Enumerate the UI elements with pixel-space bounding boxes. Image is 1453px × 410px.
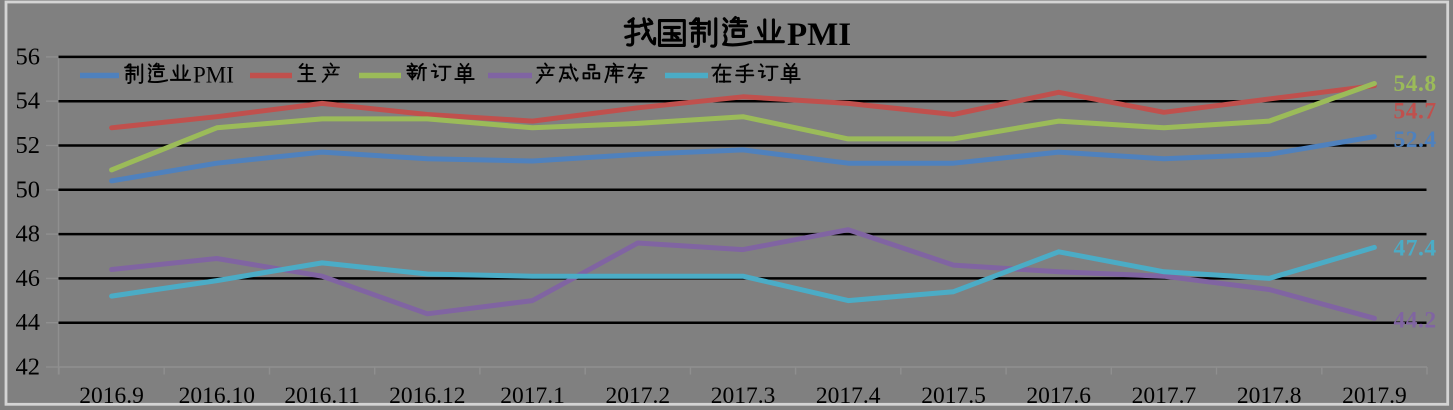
svg-text:2017.3: 2017.3 (711, 383, 776, 409)
svg-text:2016.10: 2016.10 (179, 383, 255, 409)
svg-text:PMI: PMI (787, 17, 851, 53)
svg-text:2017.7: 2017.7 (1132, 383, 1197, 409)
svg-text:47.4: 47.4 (1393, 236, 1436, 262)
svg-text:2017.2: 2017.2 (605, 383, 670, 409)
svg-text:56: 56 (16, 43, 41, 70)
svg-text:44.2: 44.2 (1393, 308, 1436, 334)
svg-text:54.7: 54.7 (1393, 98, 1436, 124)
svg-text:PMI: PMI (193, 63, 234, 88)
svg-text:46: 46 (16, 265, 41, 292)
svg-text:2016.9: 2016.9 (79, 383, 144, 409)
svg-text:2016.12: 2016.12 (389, 383, 465, 409)
svg-text:2017.4: 2017.4 (816, 383, 881, 409)
svg-text:2017.9: 2017.9 (1342, 383, 1407, 409)
svg-text:2017.5: 2017.5 (921, 383, 986, 409)
svg-text:42: 42 (16, 354, 41, 381)
svg-text:50: 50 (16, 176, 41, 203)
svg-text:52: 52 (16, 132, 41, 159)
svg-text:2016.11: 2016.11 (284, 383, 360, 409)
svg-text:54: 54 (16, 88, 41, 115)
svg-text:48: 48 (16, 221, 41, 248)
svg-text:52.4: 52.4 (1393, 127, 1436, 153)
svg-text:44: 44 (16, 309, 41, 336)
svg-text:2017.1: 2017.1 (500, 383, 565, 409)
svg-text:54.8: 54.8 (1393, 71, 1436, 97)
svg-text:2017.6: 2017.6 (1026, 383, 1091, 409)
svg-text:2017.8: 2017.8 (1237, 383, 1302, 409)
